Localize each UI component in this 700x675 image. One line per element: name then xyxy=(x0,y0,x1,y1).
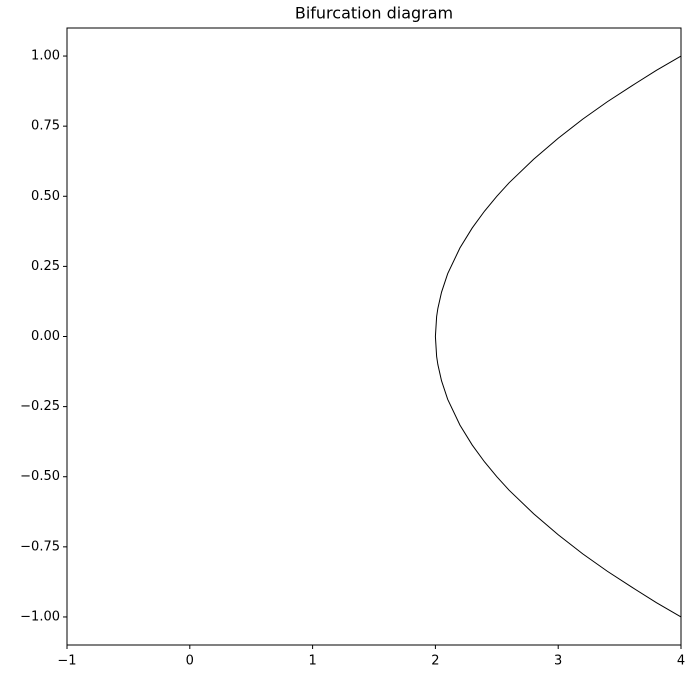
y-tick-label: 0.50 xyxy=(31,189,60,204)
y-tick-label: −0.75 xyxy=(20,539,60,554)
y-tick-label: −1.00 xyxy=(20,609,60,624)
x-tick-label: 2 xyxy=(431,654,439,669)
y-tick-label: −0.50 xyxy=(20,469,60,484)
chart-title: Bifurcation diagram xyxy=(295,4,453,23)
branch-line xyxy=(434,55,682,337)
branch-line xyxy=(434,336,682,618)
x-tick-label: 0 xyxy=(186,654,194,669)
x-tick-label: 1 xyxy=(308,654,316,669)
y-tick-label: 0.25 xyxy=(31,259,60,274)
plot-frame xyxy=(66,27,682,646)
y-tick-label: 0.75 xyxy=(31,119,60,134)
y-tick-label: 0.00 xyxy=(31,329,60,344)
y-tick-label: −0.25 xyxy=(20,399,60,414)
y-tick-label: 1.00 xyxy=(31,49,60,64)
x-tick-label: −1 xyxy=(57,654,76,669)
x-tick-label: 4 xyxy=(677,654,685,669)
x-tick-label: 3 xyxy=(554,654,562,669)
